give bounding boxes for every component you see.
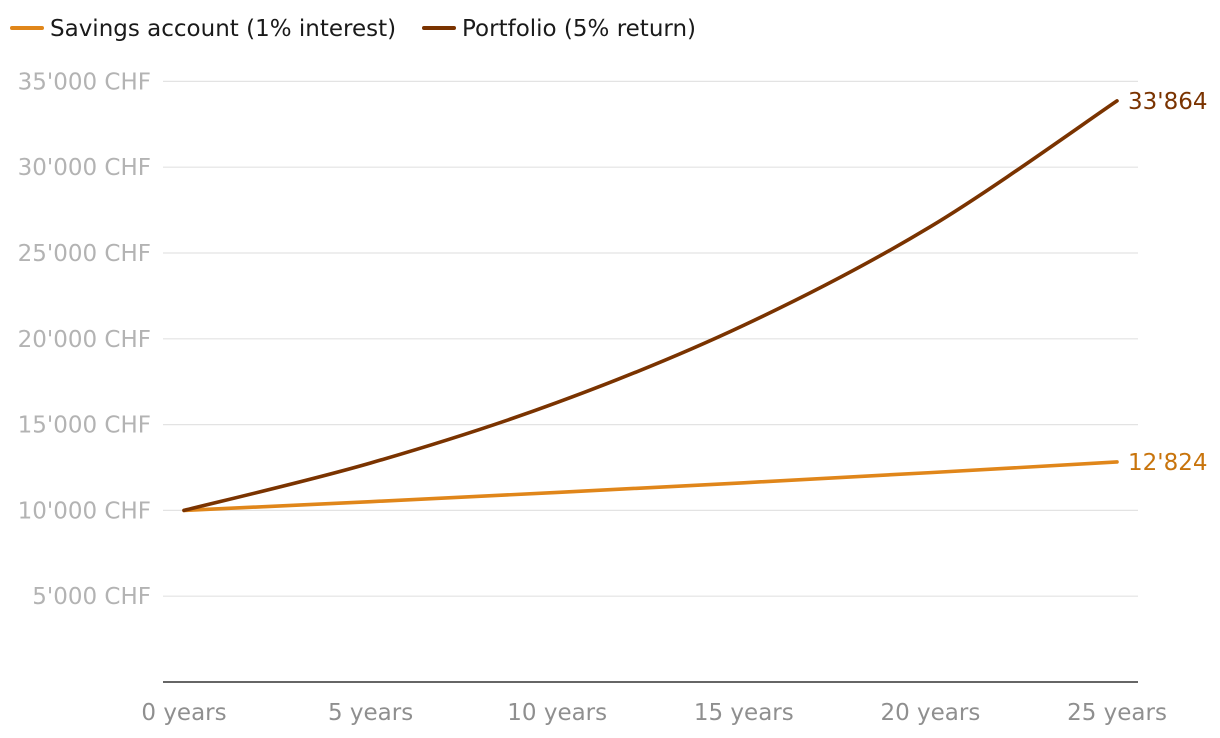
legend-item: Portfolio (5% return) bbox=[422, 16, 696, 42]
end-value-label: 12'824 bbox=[1128, 450, 1208, 476]
y-tick-label: 5'000 CHF bbox=[32, 584, 151, 610]
end-labels: 12'824 33'864 bbox=[1128, 89, 1208, 476]
legend-label: Portfolio (5% return) bbox=[462, 16, 696, 42]
y-tick-label: 25'000 CHF bbox=[18, 241, 151, 267]
x-tick-label: 10 years bbox=[507, 700, 607, 726]
y-tick-label: 35'000 CHF bbox=[18, 69, 151, 95]
x-axis: 0 years 5 years 10 years 15 years 20 years 25… bbox=[141, 681, 1167, 726]
end-value-label: 33'864 bbox=[1128, 89, 1208, 115]
y-tick-label: 20'000 CHF bbox=[18, 327, 151, 353]
y-tick-label: 30'000 CHF bbox=[18, 155, 151, 181]
x-tick-label: 5 years bbox=[328, 700, 413, 726]
x-tick-label: 25 years bbox=[1067, 700, 1167, 726]
x-tick-label: 20 years bbox=[880, 700, 980, 726]
x-tick-label: 15 years bbox=[694, 700, 794, 726]
x-tick-label: 0 years bbox=[141, 700, 226, 726]
gridlines bbox=[163, 80, 1138, 597]
y-tick-label: 10'000 CHF bbox=[18, 498, 151, 524]
series-line bbox=[182, 99, 1119, 513]
series-lines bbox=[182, 99, 1119, 513]
legend-label: Savings account (1% interest) bbox=[50, 16, 396, 42]
y-axis-ticks: 5'000 CHF 10'000 CHF 15'000 CHF 20'000 CHF 2… bbox=[18, 69, 151, 610]
legend: Savings account (1% interest) Portfolio (… bbox=[10, 16, 696, 42]
y-tick-label: 15'000 CHF bbox=[18, 413, 151, 439]
legend-item: Savings account (1% interest) bbox=[10, 16, 396, 42]
series-line bbox=[182, 460, 1119, 513]
